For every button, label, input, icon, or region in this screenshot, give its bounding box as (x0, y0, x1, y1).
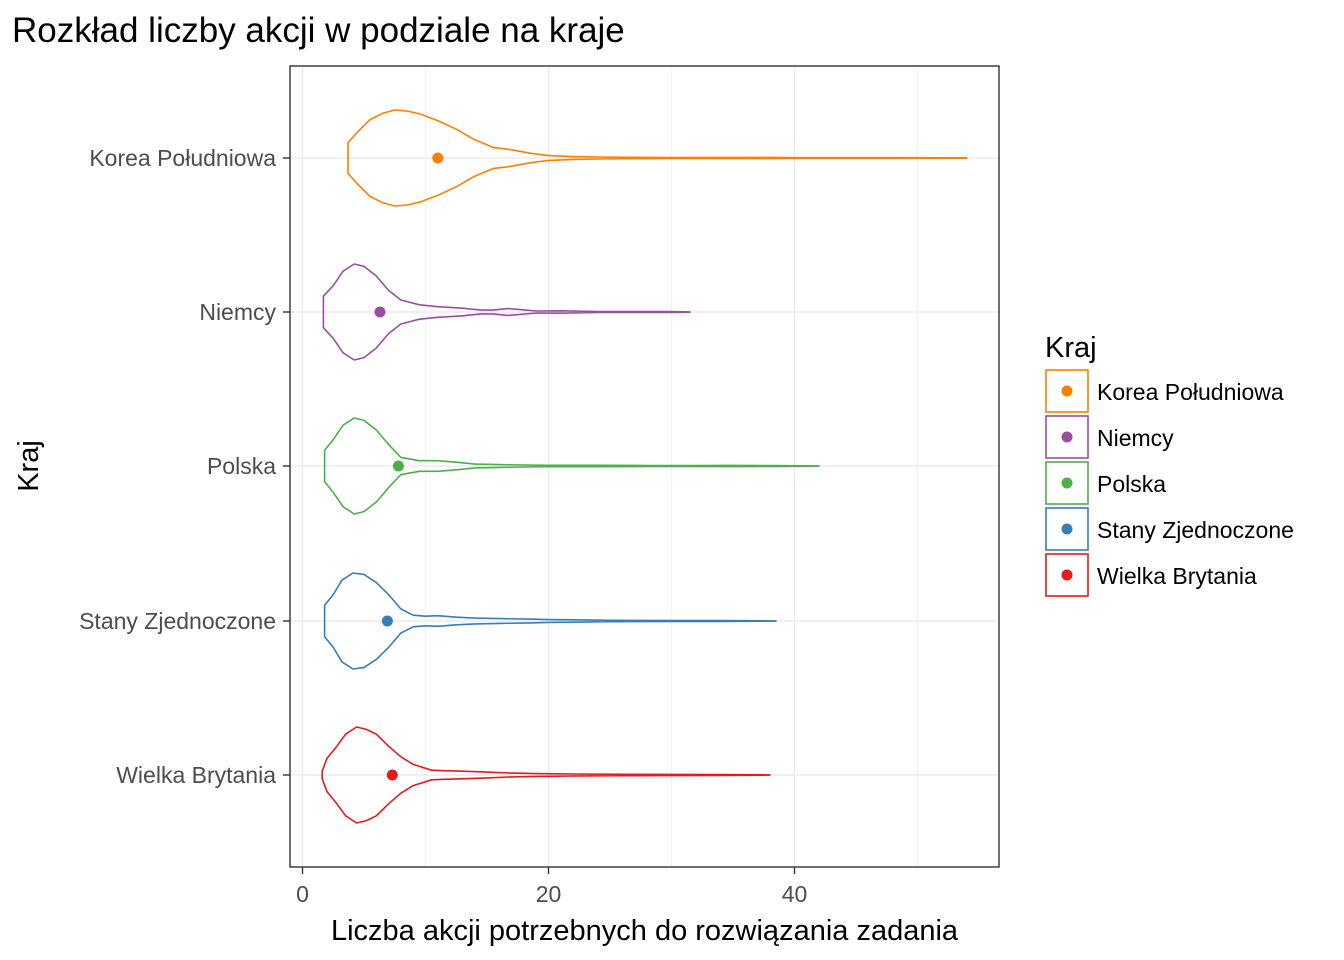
violin-niemcy (322, 263, 691, 361)
violins (321, 109, 968, 824)
mean-point-niemcy (374, 306, 386, 318)
legend-label: Polska (1097, 471, 1166, 497)
mean-point-wielka-brytania (386, 769, 398, 781)
mean-point-polska (392, 460, 404, 472)
y-tick-label: Stany Zjednoczone (79, 608, 276, 634)
y-tick-label: Korea Południowa (89, 145, 276, 171)
violin-korea-południowa (347, 109, 968, 207)
y-tick-label: Niemcy (199, 299, 276, 325)
x-axis-title: Liczba akcji potrzebnych do rozwiązania … (331, 915, 959, 947)
x-tick-label: 20 (536, 881, 562, 907)
x-tick-label: 40 (782, 881, 808, 907)
legend-key (1045, 415, 1089, 459)
x-axis: 0 20 40 (296, 867, 807, 907)
y-tick-label: Polska (207, 453, 276, 479)
violin-wielka-brytania (321, 726, 771, 824)
y-axis-title: Kraj (13, 440, 45, 492)
legend-key-point (1061, 569, 1073, 581)
y-axis: Korea Południowa Niemcy Polska Stany Zjedno… (79, 145, 290, 788)
x-tick-label: 0 (296, 881, 309, 907)
legend-key-point (1061, 523, 1073, 535)
legend-key-point (1061, 477, 1073, 489)
mean-point-korea-południowa (432, 152, 444, 164)
legend: Kraj Korea Południowa Niemcy Polska Stany Z… (1045, 332, 1294, 597)
chart-title: Rozkład liczby akcji w podziale na kraje (12, 11, 625, 50)
legend-key-point (1061, 431, 1073, 443)
mean-point-stany-zjednoczone (381, 615, 393, 627)
violin-polska (323, 417, 820, 515)
legend-title: Kraj (1045, 332, 1097, 364)
legend-label: Wielka Brytania (1097, 563, 1257, 589)
legend-label: Stany Zjednoczone (1097, 517, 1294, 543)
legend-key-point (1061, 385, 1073, 397)
legend-label: Niemcy (1097, 425, 1174, 451)
legend-label: Korea Południowa (1097, 379, 1284, 405)
y-tick-label: Wielka Brytania (116, 762, 276, 788)
violin-stany-zjednoczone (323, 572, 777, 670)
